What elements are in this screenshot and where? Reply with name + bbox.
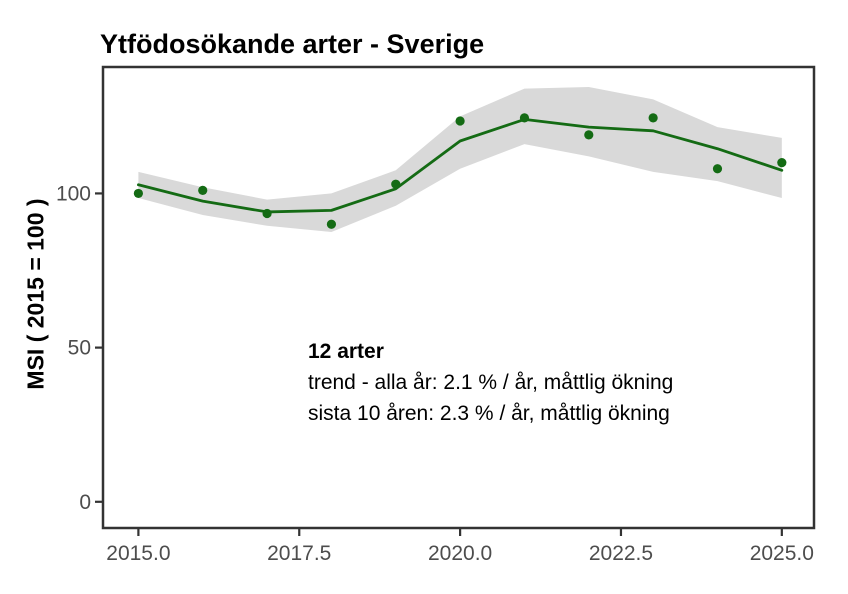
data-point	[584, 130, 594, 140]
data-point	[391, 179, 401, 189]
data-point	[519, 113, 530, 123]
x-tick-label: 2025.0	[750, 542, 814, 565]
data-point	[198, 185, 208, 195]
y-tick-label: 0	[79, 491, 91, 514]
x-tick-label: 2022.5	[589, 542, 653, 565]
data-point	[648, 113, 658, 123]
x-tick-label: 2017.5	[267, 542, 331, 565]
annotation-trend-all-years: trend - alla år: 2.1 % / år, måttlig ökn…	[308, 371, 674, 394]
y-tick-label: 100	[56, 182, 91, 205]
data-point	[326, 219, 337, 229]
chart-title: Ytfödosökande arter - Sverige	[100, 29, 485, 59]
trend-annotation: 12 arter trend - alla år: 2.1 % / år, må…	[308, 336, 673, 429]
annotation-trend-last-10-years: sista 10 åren: 2.3 % / år, måttlig öknin…	[308, 402, 670, 425]
x-tick-label: 2020.0	[428, 542, 492, 565]
annotation-species-count: 12 arter	[308, 340, 384, 363]
data-point	[133, 188, 143, 199]
y-tick-label: 50	[68, 337, 91, 360]
panel-border	[101, 65, 816, 530]
x-tick-label: 2015.0	[106, 542, 170, 565]
data-point	[262, 208, 272, 219]
confidence-band	[138, 87, 782, 232]
data-point	[712, 164, 723, 174]
data-point	[777, 157, 787, 168]
trend-line	[136, 118, 784, 214]
data-point	[455, 116, 465, 126]
y-axis-title: MSI ( 2015 = 100 )	[22, 198, 49, 390]
